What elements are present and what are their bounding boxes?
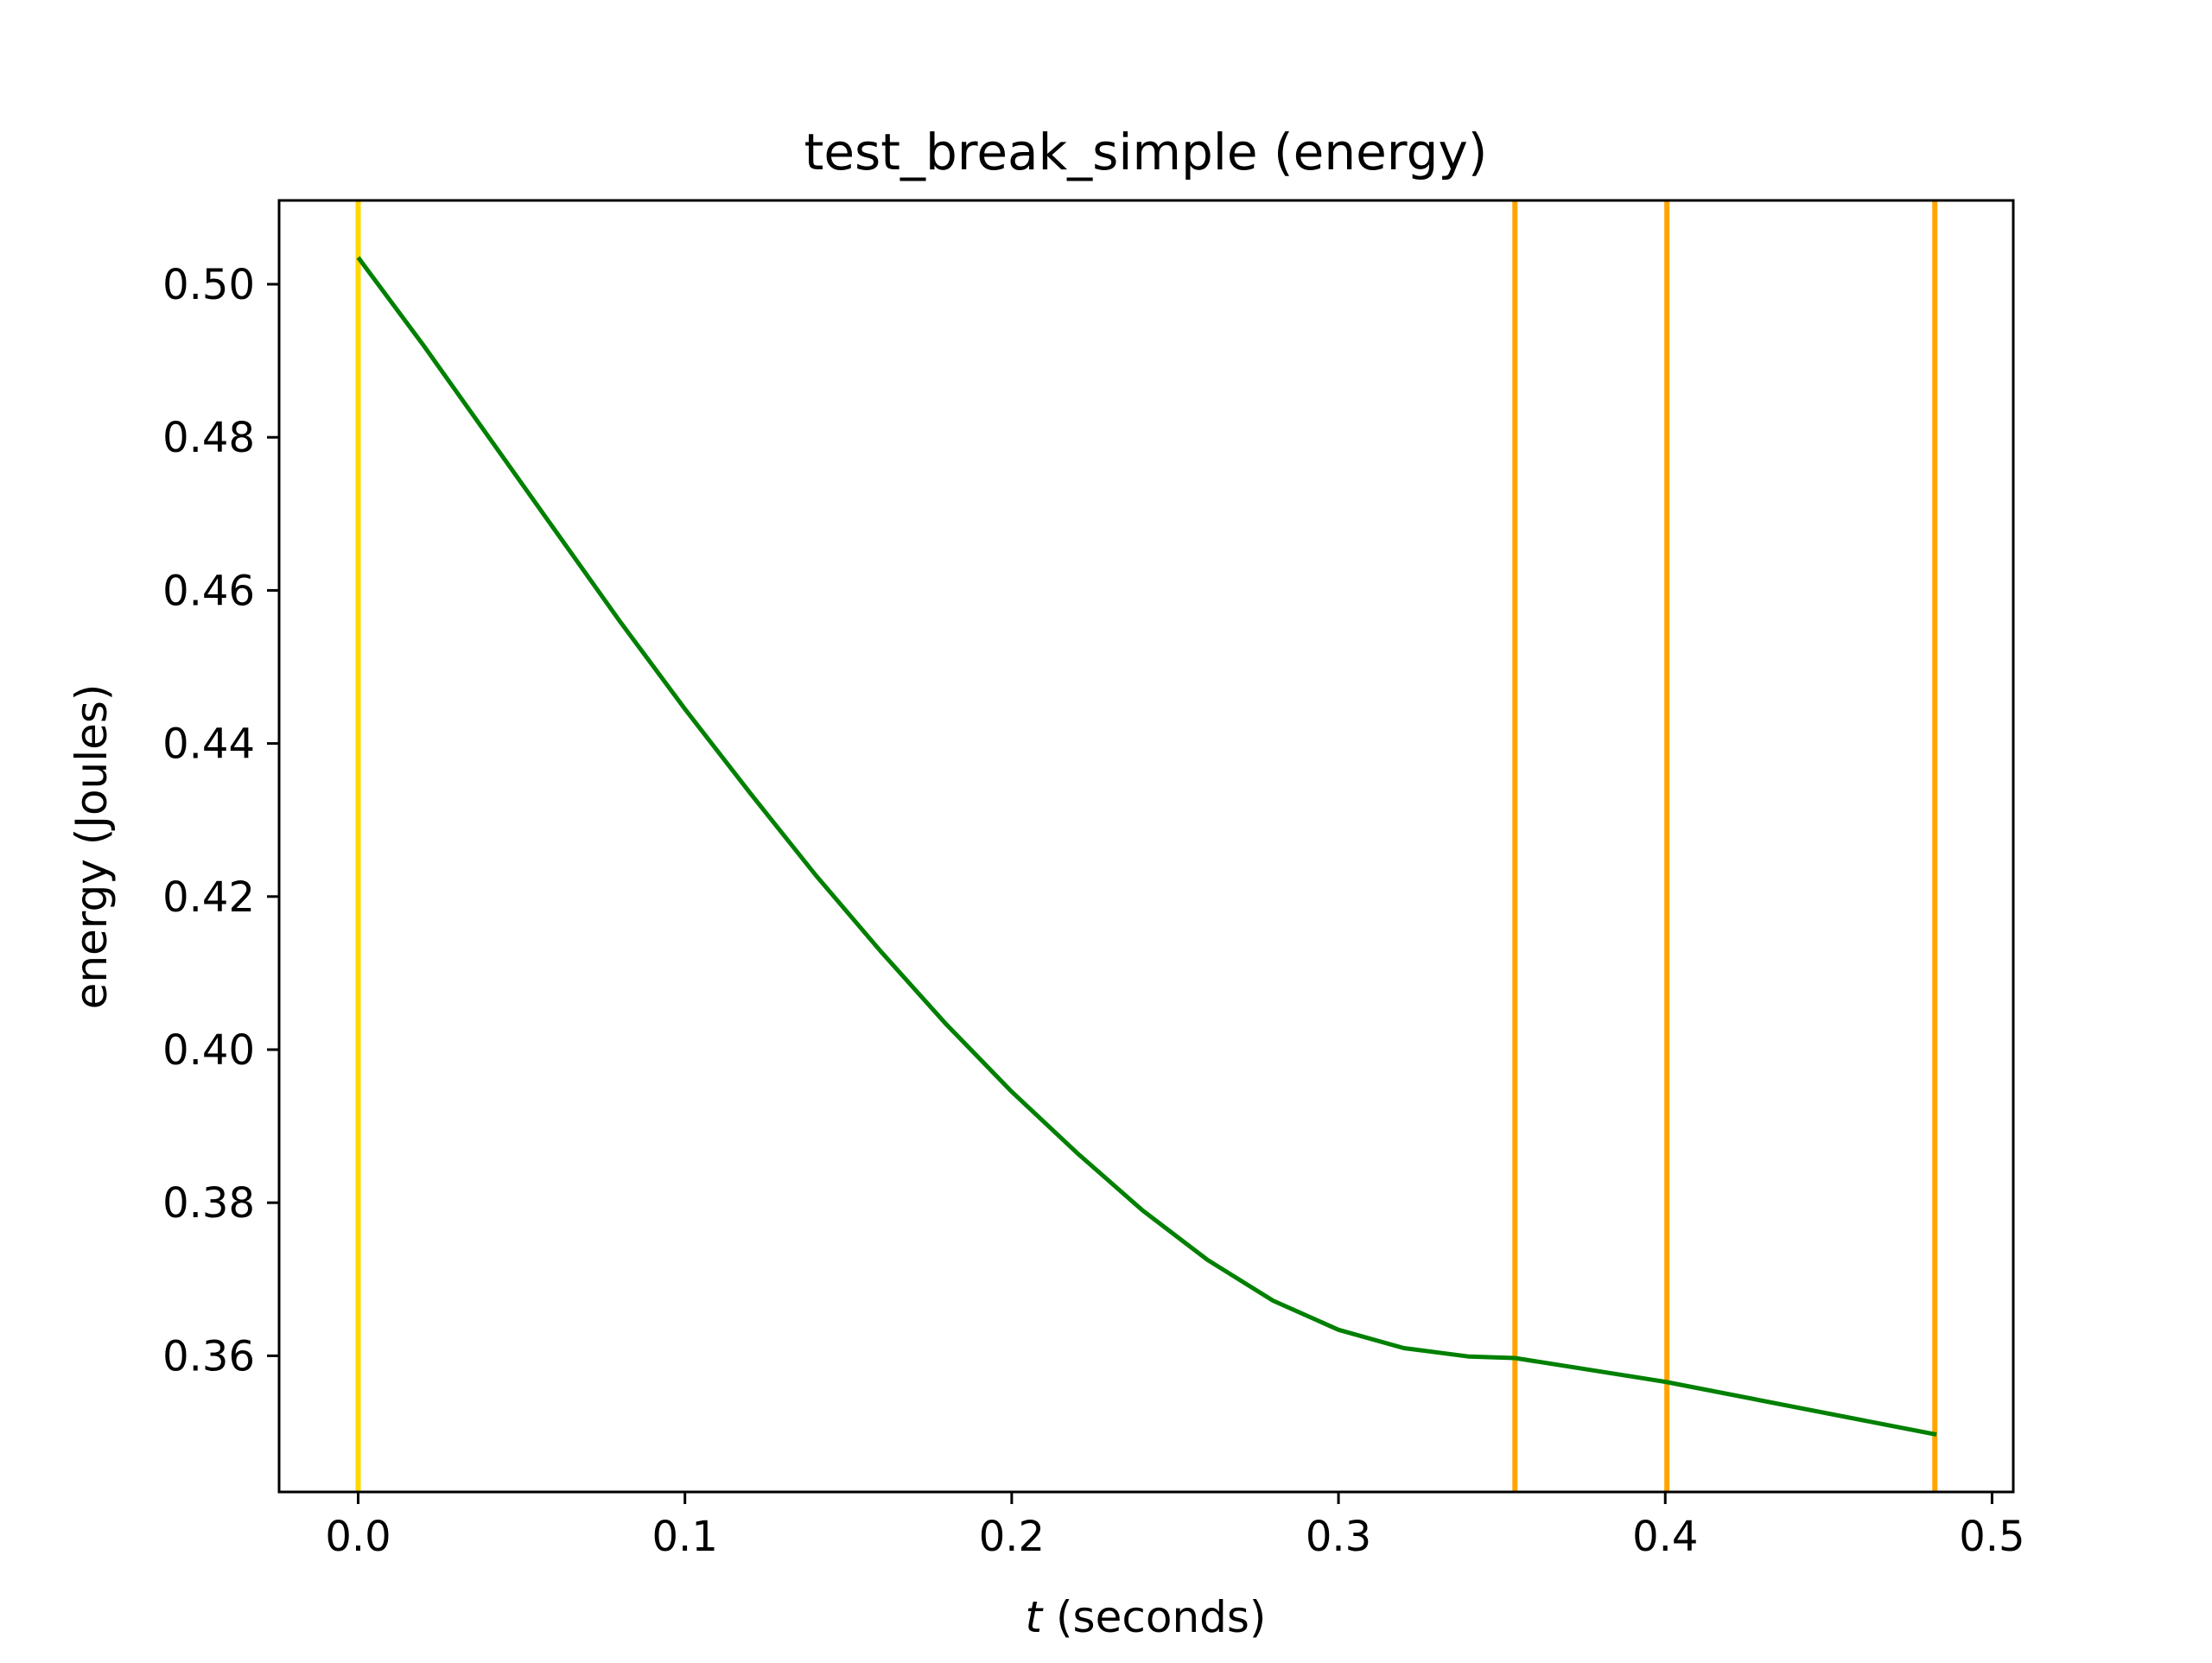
y-axis-label: energy (Joules) bbox=[67, 684, 117, 1010]
x-tick-label: 0.0 bbox=[325, 1513, 391, 1561]
y-tick-label: 0.46 bbox=[162, 567, 255, 615]
axis-ticks: 0.0 0.1 0.2 0.3 0.4 0.5 0.36 0.38 0.40 0.42 0.44 0.… bbox=[162, 261, 2024, 1561]
y-tick-label: 0.36 bbox=[162, 1332, 255, 1381]
y-tick-label: 0.42 bbox=[162, 873, 255, 922]
plot-area bbox=[355, 200, 1938, 1492]
x-axis-label: t (seconds) bbox=[1026, 1592, 1267, 1642]
x-axis-label-variable: t bbox=[1026, 1592, 1045, 1642]
y-tick-label: 0.44 bbox=[162, 720, 255, 769]
axes-frame bbox=[277, 199, 2015, 1494]
y-tick-label: 0.38 bbox=[162, 1179, 255, 1228]
y-tick-label: 0.50 bbox=[162, 261, 255, 309]
x-tick-label: 0.1 bbox=[652, 1513, 718, 1561]
x-axis-label-unit: (seconds) bbox=[1042, 1592, 1266, 1642]
chart-title: test_break_simple (energy) bbox=[804, 123, 1488, 181]
x-tick-label: 0.5 bbox=[1959, 1513, 2024, 1561]
x-tick-label: 0.4 bbox=[1632, 1513, 1698, 1561]
y-tick-label: 0.40 bbox=[162, 1026, 255, 1075]
x-tick-label: 0.3 bbox=[1306, 1513, 1371, 1561]
y-tick-label: 0.48 bbox=[162, 414, 255, 462]
series-line-0 bbox=[356, 256, 1937, 1438]
x-tick-label: 0.2 bbox=[979, 1513, 1045, 1561]
